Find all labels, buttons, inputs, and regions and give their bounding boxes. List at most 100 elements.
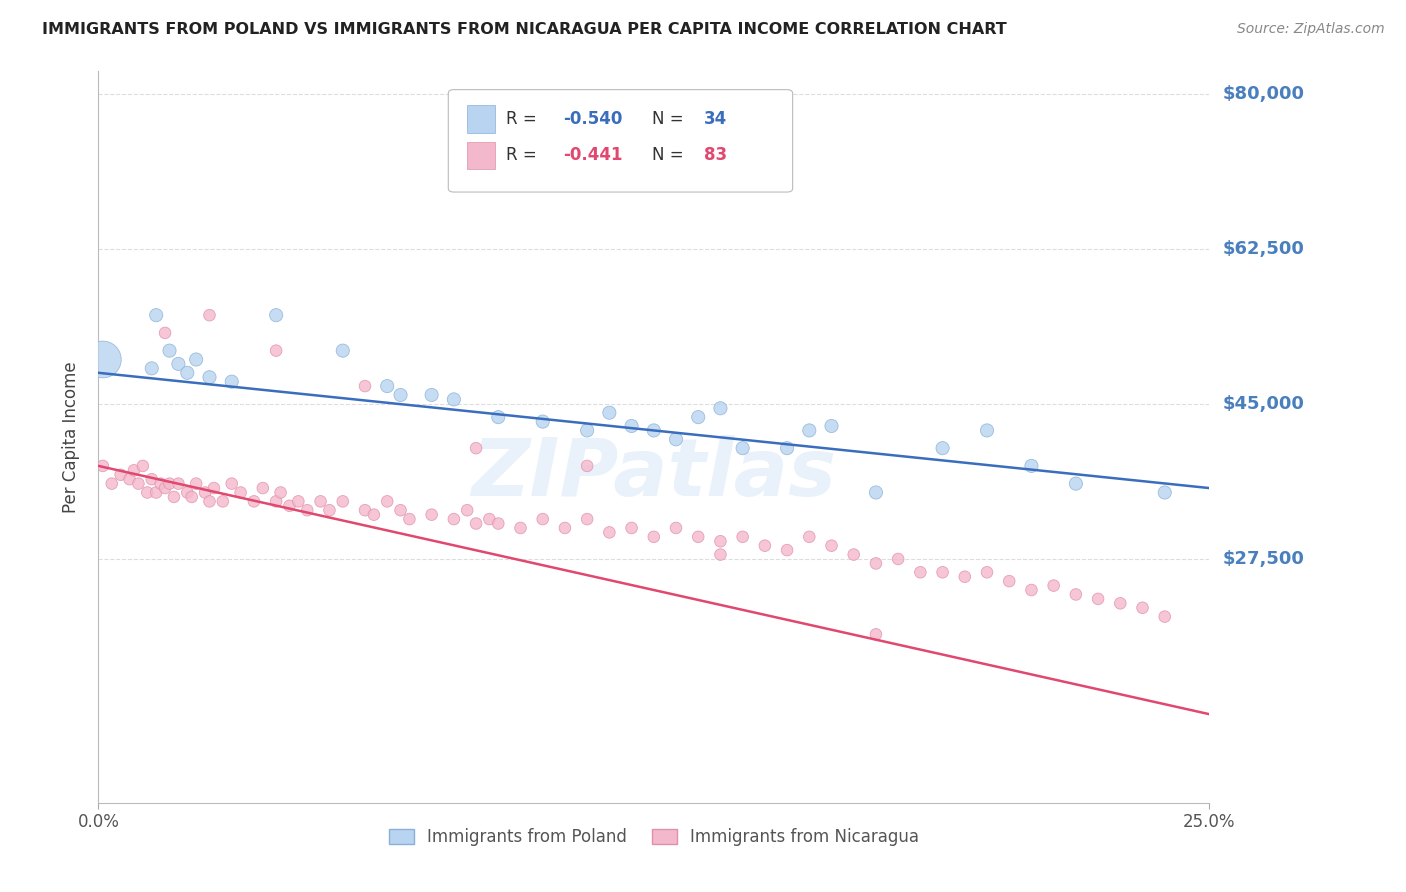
- Point: [443, 392, 465, 407]
- Point: [953, 570, 976, 584]
- Point: [270, 485, 292, 500]
- Point: [198, 370, 221, 384]
- FancyBboxPatch shape: [467, 142, 495, 169]
- Point: [389, 388, 412, 402]
- Point: [141, 361, 163, 376]
- Point: [486, 410, 509, 425]
- Point: [118, 472, 141, 486]
- Point: [264, 494, 287, 508]
- Point: [456, 503, 478, 517]
- Point: [665, 432, 688, 446]
- Point: [531, 512, 554, 526]
- Point: [167, 357, 190, 371]
- Point: [363, 508, 385, 522]
- Point: [598, 406, 620, 420]
- Point: [643, 530, 665, 544]
- Point: [243, 494, 266, 508]
- Point: [620, 419, 643, 434]
- Point: [776, 543, 799, 558]
- Point: [100, 476, 122, 491]
- Point: [159, 343, 181, 358]
- Point: [865, 557, 887, 571]
- Point: [799, 424, 821, 438]
- Point: [887, 552, 910, 566]
- Point: [688, 410, 710, 425]
- Point: [643, 424, 665, 438]
- Point: [375, 494, 398, 508]
- Point: [354, 379, 377, 393]
- Text: R =: R =: [506, 110, 543, 128]
- Text: 83: 83: [704, 146, 727, 164]
- Text: Source: ZipAtlas.com: Source: ZipAtlas.com: [1237, 22, 1385, 37]
- Point: [132, 458, 155, 473]
- Point: [141, 472, 163, 486]
- Point: [576, 424, 599, 438]
- Point: [1064, 476, 1087, 491]
- Text: ZIPatlas: ZIPatlas: [471, 434, 837, 513]
- Point: [865, 485, 887, 500]
- Point: [153, 481, 176, 495]
- Point: [509, 521, 531, 535]
- Point: [1021, 582, 1043, 597]
- Point: [1042, 578, 1064, 592]
- Point: [264, 308, 287, 322]
- FancyBboxPatch shape: [467, 105, 495, 133]
- Point: [167, 476, 190, 491]
- Point: [799, 530, 821, 544]
- Point: [420, 508, 443, 522]
- Point: [264, 343, 287, 358]
- Point: [91, 458, 114, 473]
- Point: [176, 485, 198, 500]
- Point: [194, 485, 217, 500]
- Text: 34: 34: [704, 110, 727, 128]
- Point: [420, 388, 443, 402]
- Text: $27,500: $27,500: [1223, 550, 1305, 568]
- Point: [127, 476, 149, 491]
- Point: [620, 521, 643, 535]
- Point: [332, 494, 354, 508]
- Point: [465, 441, 488, 455]
- Point: [110, 467, 132, 482]
- Point: [1153, 609, 1175, 624]
- Point: [211, 494, 233, 508]
- Point: [145, 485, 167, 500]
- Point: [576, 458, 599, 473]
- Point: [478, 512, 501, 526]
- Point: [136, 485, 159, 500]
- Point: [398, 512, 420, 526]
- Text: $62,500: $62,500: [1223, 240, 1305, 258]
- Text: N =: N =: [651, 146, 689, 164]
- Point: [842, 548, 865, 562]
- Point: [221, 375, 243, 389]
- Point: [820, 419, 842, 434]
- Point: [202, 481, 225, 495]
- Point: [665, 521, 688, 535]
- Legend: Immigrants from Poland, Immigrants from Nicaragua: Immigrants from Poland, Immigrants from …: [382, 822, 925, 853]
- Point: [486, 516, 509, 531]
- Point: [976, 424, 998, 438]
- Point: [1132, 600, 1154, 615]
- Point: [931, 566, 953, 580]
- Point: [278, 499, 301, 513]
- Point: [186, 476, 208, 491]
- Point: [180, 490, 202, 504]
- Point: [332, 343, 354, 358]
- Point: [709, 534, 731, 549]
- Text: R =: R =: [506, 146, 543, 164]
- Point: [910, 566, 932, 580]
- Point: [754, 539, 776, 553]
- Point: [1109, 596, 1132, 610]
- Point: [252, 481, 274, 495]
- Point: [375, 379, 398, 393]
- Point: [998, 574, 1021, 589]
- Point: [443, 512, 465, 526]
- Point: [354, 503, 377, 517]
- Point: [176, 366, 198, 380]
- Point: [91, 352, 114, 367]
- Point: [820, 539, 842, 553]
- Point: [287, 494, 309, 508]
- Point: [149, 476, 172, 491]
- Text: IMMIGRANTS FROM POLAND VS IMMIGRANTS FROM NICARAGUA PER CAPITA INCOME CORRELATIO: IMMIGRANTS FROM POLAND VS IMMIGRANTS FRO…: [42, 22, 1007, 37]
- Point: [1021, 458, 1043, 473]
- Point: [731, 441, 754, 455]
